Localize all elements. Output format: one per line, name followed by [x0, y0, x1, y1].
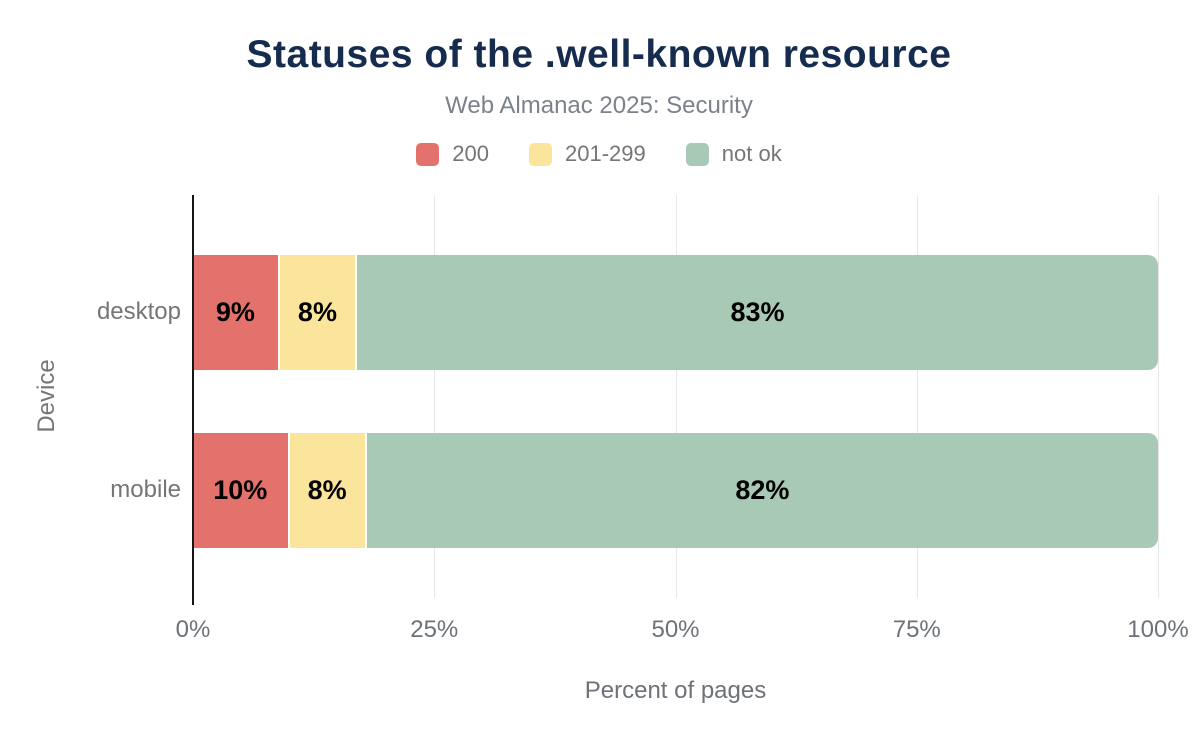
bar-mobile: 10% 8% 82%	[193, 433, 1158, 548]
data-label: 82%	[735, 475, 790, 505]
x-axis-ticks: 0% 25% 50% 75% 100%	[176, 616, 1189, 648]
gridline	[916, 195, 918, 598]
y-axis-line	[192, 195, 194, 605]
legend-item-not-ok[interactable]: not ok	[685, 141, 782, 167]
bar-segment-mobile-201-299[interactable]: 8%	[289, 433, 367, 548]
bar-desktop: 9% 8% 83%	[193, 255, 1158, 370]
bar-segment-mobile-200[interactable]: 10%	[193, 433, 290, 548]
legend-label-201-299: 201-299	[565, 141, 646, 166]
x-tick-label: 50%	[651, 616, 700, 643]
data-label: 8%	[307, 475, 347, 505]
legend-item-200[interactable]: 200	[416, 141, 489, 167]
chart-subtitle: Web Almanac 2025: Security	[445, 92, 753, 119]
legend-swatch-not-ok-icon	[685, 142, 709, 166]
x-tick-label: 100%	[1127, 616, 1189, 643]
x-tick-label: 25%	[410, 616, 459, 643]
legend: 200 201-299 not ok	[0, 141, 1198, 167]
legend-label-200: 200	[452, 141, 490, 166]
legend-swatch-200-icon	[416, 142, 440, 166]
y-axis-title: Device	[33, 359, 60, 433]
legend-swatch-201-299-icon	[529, 142, 553, 166]
data-label: 10%	[213, 475, 268, 505]
data-label: 83%	[730, 297, 785, 327]
bar-segment-desktop-201-299[interactable]: 8%	[279, 255, 358, 370]
plot-area: 9% 8% 83% 10% 8% 82%	[192, 195, 1159, 605]
data-label: 9%	[215, 297, 255, 327]
x-axis-title: Percent of pages	[584, 677, 767, 704]
category-label-desktop: desktop	[96, 298, 181, 325]
gridline	[675, 195, 677, 598]
gridline	[434, 195, 436, 598]
chart-title: Statuses of the .well-known resource	[246, 33, 952, 76]
legend-label-not-ok: not ok	[721, 141, 782, 166]
x-tick-label: 75%	[892, 616, 941, 643]
bar-segment-desktop-not ok[interactable]: 83%	[357, 255, 1158, 370]
data-label: 8%	[297, 297, 337, 327]
bar-segment-desktop-200[interactable]: 9%	[193, 255, 280, 370]
x-tick-label: 0%	[175, 616, 211, 643]
gridline	[1158, 195, 1159, 598]
bar-segment-mobile-not ok[interactable]: 82%	[366, 433, 1158, 548]
legend-item-201-299[interactable]: 201-299	[529, 141, 646, 167]
category-label-mobile: mobile	[110, 476, 181, 503]
